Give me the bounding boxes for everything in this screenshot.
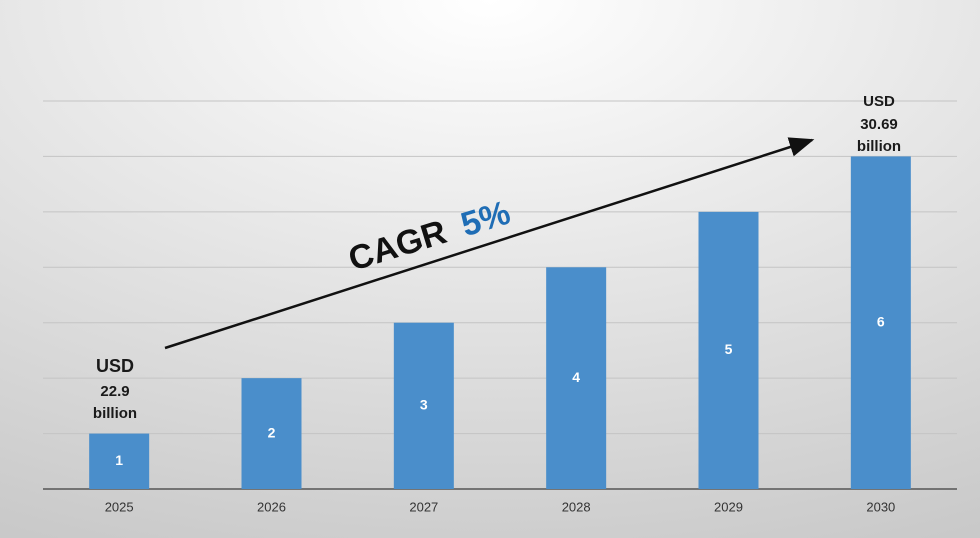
annotation-line: 30.69 <box>860 116 898 133</box>
x-tick-label: 2030 <box>866 499 895 514</box>
data-label: 6 <box>877 313 885 329</box>
bar <box>850 156 911 489</box>
annotation-line: USD <box>96 356 134 376</box>
annotation-line: billion <box>857 138 901 155</box>
annotation-line: USD <box>863 93 895 110</box>
data-label: 3 <box>420 397 428 413</box>
data-label: 4 <box>572 369 580 385</box>
x-tick-label: 2026 <box>257 499 286 514</box>
x-tick-label: 2029 <box>714 499 743 514</box>
x-tick-label: 2028 <box>562 499 591 514</box>
annotation-line: 22.9 <box>100 383 129 400</box>
trend-arrow <box>164 137 815 350</box>
bars: 1 2 3 4 5 6 <box>89 156 911 489</box>
bar <box>241 378 302 489</box>
x-tick-label: 2025 <box>105 499 134 514</box>
data-label: 2 <box>268 424 276 440</box>
data-label: 5 <box>725 341 733 357</box>
bar <box>546 267 607 489</box>
bar <box>393 322 454 489</box>
grid <box>43 100 957 490</box>
x-tick-label: 2027 <box>409 499 438 514</box>
data-label: 1 <box>115 452 123 468</box>
annotation-line: billion <box>93 405 137 422</box>
bar <box>698 211 759 489</box>
bar <box>89 433 150 489</box>
